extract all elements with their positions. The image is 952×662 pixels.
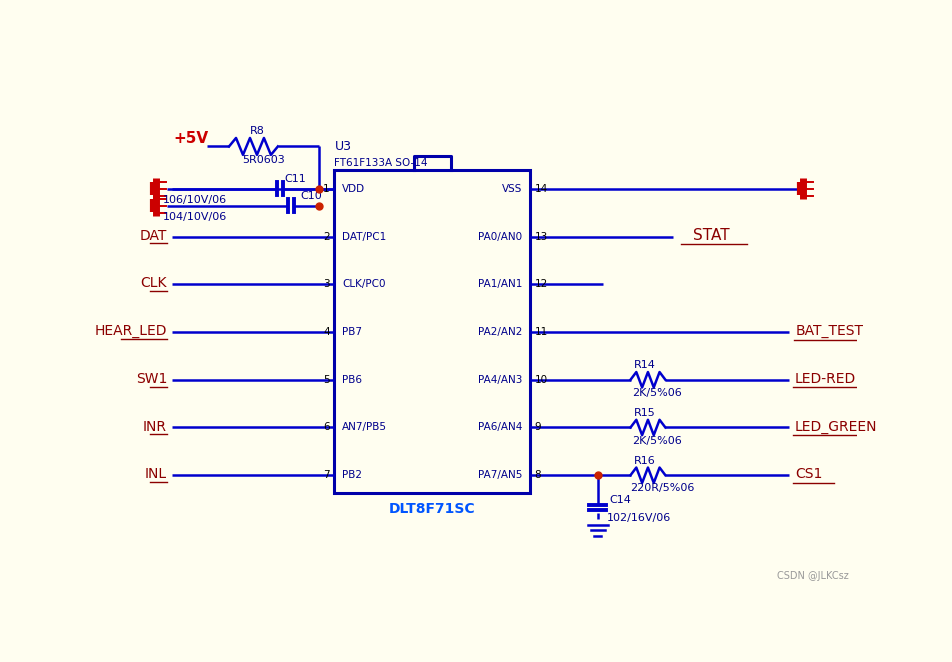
Text: 5R0603: 5R0603 — [242, 156, 285, 166]
Text: PA6/AN4: PA6/AN4 — [478, 422, 522, 432]
Text: 2K/5%06: 2K/5%06 — [632, 388, 682, 398]
Text: C14: C14 — [609, 495, 631, 505]
Text: PB7: PB7 — [342, 327, 362, 337]
Text: 4: 4 — [323, 327, 329, 337]
Text: 8: 8 — [534, 470, 541, 480]
Text: 2K/5%06: 2K/5%06 — [632, 436, 682, 446]
Text: 14: 14 — [534, 184, 547, 194]
Text: 104/10V/06: 104/10V/06 — [163, 212, 227, 222]
Text: 102/16V/06: 102/16V/06 — [607, 512, 671, 523]
Text: 2: 2 — [323, 232, 329, 242]
Text: R8: R8 — [249, 126, 265, 136]
Text: PB2: PB2 — [342, 470, 362, 480]
Text: 11: 11 — [534, 327, 547, 337]
Text: INR: INR — [143, 420, 167, 434]
Text: PA7/AN5: PA7/AN5 — [478, 470, 522, 480]
Text: SW1: SW1 — [136, 372, 167, 386]
Text: 5: 5 — [323, 375, 329, 385]
Text: 10: 10 — [534, 375, 547, 385]
Text: PB6: PB6 — [342, 375, 362, 385]
Text: 7: 7 — [323, 470, 329, 480]
Text: VSS: VSS — [502, 184, 522, 194]
Text: HEAR_LED: HEAR_LED — [94, 324, 167, 338]
Text: 220R/5%06: 220R/5%06 — [630, 483, 695, 493]
Text: 13: 13 — [534, 232, 547, 242]
Text: 106/10V/06: 106/10V/06 — [163, 195, 227, 205]
Text: PA4/AN3: PA4/AN3 — [478, 375, 522, 385]
Text: PA1/AN1: PA1/AN1 — [478, 279, 522, 289]
Text: DAT: DAT — [140, 229, 167, 243]
Text: U3: U3 — [334, 140, 351, 152]
Text: CS1: CS1 — [795, 467, 823, 481]
Text: CLK/PC0: CLK/PC0 — [342, 279, 386, 289]
Text: C10: C10 — [300, 191, 322, 201]
Text: CLK: CLK — [141, 277, 167, 291]
Text: R14: R14 — [634, 360, 656, 370]
Text: LED_GREEN: LED_GREEN — [795, 420, 878, 434]
Text: R15: R15 — [634, 408, 655, 418]
Text: PA0/AN0: PA0/AN0 — [478, 232, 522, 242]
Text: STAT: STAT — [692, 228, 729, 243]
Text: BAT_TEST: BAT_TEST — [796, 324, 863, 338]
Text: 3: 3 — [323, 279, 329, 289]
Text: INL: INL — [145, 467, 167, 481]
Text: 12: 12 — [534, 279, 547, 289]
Text: VDD: VDD — [342, 184, 366, 194]
Text: C11: C11 — [285, 174, 307, 184]
Text: LED-RED: LED-RED — [795, 372, 856, 386]
Text: PA2/AN2: PA2/AN2 — [478, 327, 522, 337]
Text: 1: 1 — [323, 184, 329, 194]
Text: R16: R16 — [634, 455, 655, 465]
Text: +5V: +5V — [173, 130, 208, 146]
Text: DLT8F71SC: DLT8F71SC — [388, 502, 475, 516]
Text: DAT/PC1: DAT/PC1 — [342, 232, 387, 242]
Text: AN7/PB5: AN7/PB5 — [342, 422, 387, 432]
Text: CSDN @JLKCsz: CSDN @JLKCsz — [777, 571, 849, 581]
Text: 6: 6 — [323, 422, 329, 432]
Text: FT61F133A SO-14: FT61F133A SO-14 — [334, 158, 428, 168]
Text: 9: 9 — [534, 422, 541, 432]
